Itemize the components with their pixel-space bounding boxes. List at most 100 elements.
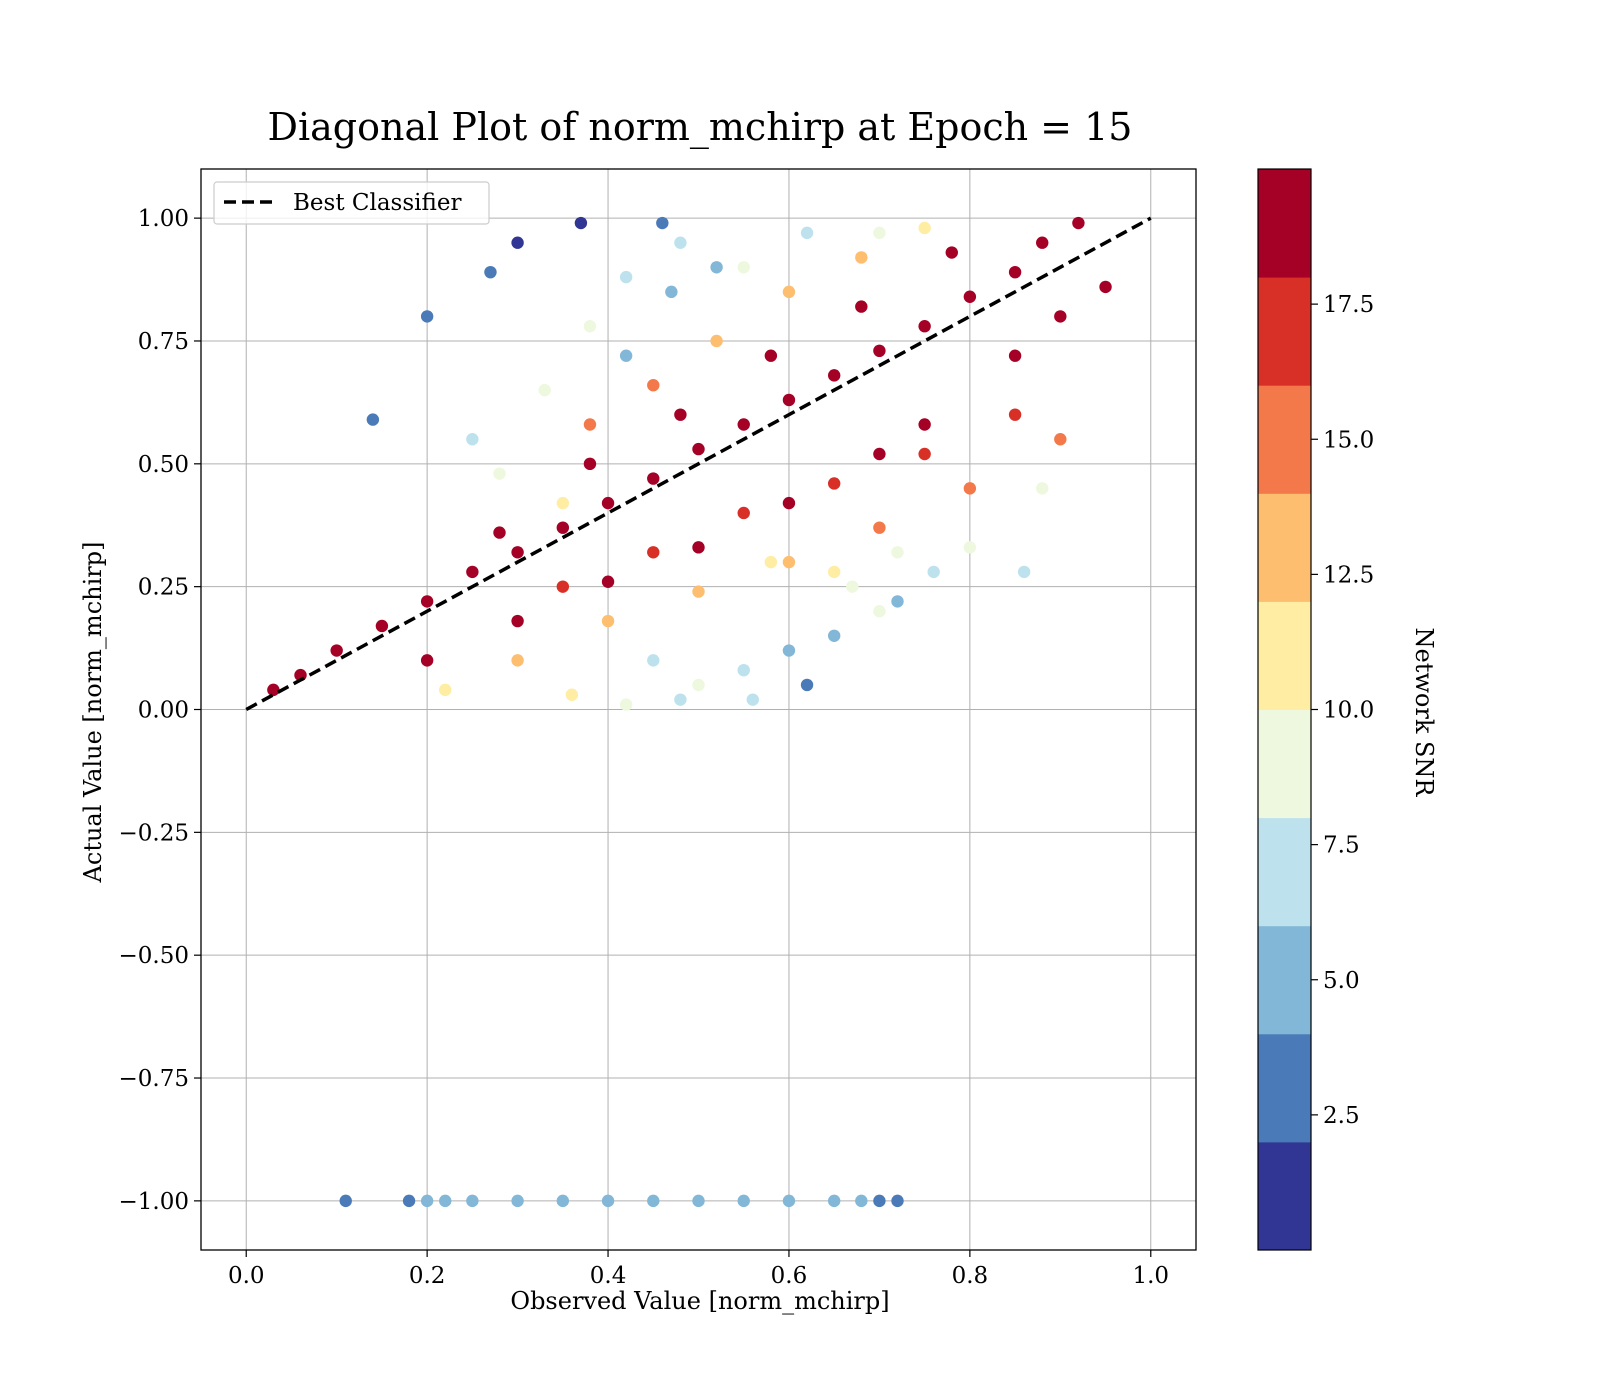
data-point bbox=[493, 526, 506, 539]
chart-title: Diagonal Plot of norm_mchirp at Epoch = … bbox=[268, 105, 1133, 150]
data-point bbox=[1099, 280, 1112, 294]
data-point bbox=[420, 310, 434, 323]
x-axis-label: Observed Value [norm_mchirp] bbox=[510, 1287, 889, 1315]
data-point bbox=[375, 619, 389, 633]
data-point bbox=[420, 654, 434, 667]
data-point bbox=[710, 334, 723, 348]
colorbar-tick-label: 12.5 bbox=[1323, 562, 1374, 588]
colorbar-tick-label: 10.0 bbox=[1323, 698, 1374, 724]
data-point bbox=[511, 236, 524, 249]
colorbar-segment bbox=[1258, 709, 1311, 819]
data-point bbox=[339, 1194, 352, 1208]
data-point bbox=[484, 265, 497, 279]
colorbar-segment bbox=[1258, 493, 1311, 602]
data-point bbox=[873, 447, 886, 461]
data-point bbox=[927, 565, 940, 579]
x-tick-label: 0.4 bbox=[590, 1263, 627, 1289]
colorbar-tick-label: 5.0 bbox=[1323, 968, 1360, 994]
data-point bbox=[963, 541, 977, 554]
data-point bbox=[647, 472, 660, 485]
y-tick-label: −1.00 bbox=[119, 1189, 189, 1215]
data-point bbox=[873, 605, 886, 618]
colorbar-tick-label: 15.0 bbox=[1323, 427, 1374, 453]
data-point bbox=[1054, 433, 1067, 446]
data-point bbox=[439, 683, 452, 697]
data-point bbox=[1017, 565, 1031, 579]
data-point bbox=[891, 1194, 904, 1208]
data-point bbox=[1036, 482, 1049, 495]
data-point bbox=[764, 349, 778, 362]
data-point bbox=[918, 447, 931, 461]
data-point bbox=[1008, 408, 1022, 421]
data-point bbox=[402, 1194, 416, 1208]
data-point bbox=[619, 270, 633, 284]
data-point bbox=[466, 1194, 479, 1208]
data-point bbox=[511, 1194, 524, 1208]
data-point bbox=[674, 693, 687, 706]
data-point bbox=[1008, 349, 1022, 362]
data-point bbox=[855, 1194, 868, 1208]
data-point bbox=[873, 521, 886, 534]
data-point bbox=[556, 1194, 570, 1208]
data-point bbox=[583, 457, 597, 471]
data-point bbox=[737, 261, 750, 274]
data-point bbox=[800, 226, 814, 240]
legend-box bbox=[213, 181, 490, 225]
data-point bbox=[583, 320, 597, 333]
data-point bbox=[583, 418, 597, 431]
data-point bbox=[873, 344, 886, 358]
data-point bbox=[827, 1194, 841, 1208]
data-point bbox=[674, 236, 687, 249]
legend: Best Classifier bbox=[213, 181, 490, 225]
data-point bbox=[782, 555, 796, 569]
data-point bbox=[692, 541, 705, 554]
colorbar-segment bbox=[1258, 817, 1311, 927]
plot-area: 0.0 0.2 0.4 0.6 0.8 1.0 1.00 0.75 0.50 0.25 0.00 −0… bbox=[119, 168, 1197, 1289]
data-point bbox=[466, 433, 479, 446]
data-point bbox=[855, 251, 868, 264]
data-point bbox=[827, 565, 841, 579]
data-point bbox=[782, 285, 796, 299]
data-point bbox=[511, 546, 524, 559]
data-point bbox=[647, 546, 660, 559]
colorbar-segment bbox=[1258, 385, 1311, 494]
data-point bbox=[574, 216, 588, 230]
y-tick-label: 0.25 bbox=[138, 575, 189, 601]
data-point bbox=[647, 1194, 660, 1208]
data-point bbox=[800, 678, 814, 692]
data-point bbox=[918, 320, 931, 333]
data-point bbox=[855, 300, 868, 313]
data-point bbox=[556, 580, 570, 593]
data-point bbox=[330, 644, 343, 657]
data-point bbox=[1072, 216, 1085, 230]
y-tick-label: −0.25 bbox=[119, 820, 189, 846]
data-point bbox=[420, 1194, 434, 1208]
data-point bbox=[601, 1194, 615, 1208]
data-point bbox=[737, 1194, 750, 1208]
colorbar: 2.5 5.0 7.5 10.0 12.5 15.0 17.5 bbox=[1257, 168, 1374, 1251]
data-point bbox=[511, 654, 524, 667]
data-point bbox=[538, 383, 551, 397]
data-point bbox=[619, 698, 633, 711]
data-point bbox=[846, 580, 859, 593]
data-point bbox=[674, 408, 687, 421]
colorbar-tick-label: 2.5 bbox=[1323, 1103, 1360, 1129]
data-point bbox=[692, 678, 705, 692]
x-tick-label: 0.0 bbox=[228, 1263, 265, 1289]
data-point bbox=[782, 496, 796, 510]
y-tick-label: 0.00 bbox=[138, 698, 189, 724]
data-point bbox=[963, 290, 977, 303]
data-point bbox=[511, 614, 524, 628]
x-tick-label: 1.0 bbox=[1132, 1263, 1169, 1289]
data-point bbox=[493, 467, 506, 480]
data-point bbox=[782, 393, 796, 407]
data-point bbox=[710, 261, 723, 274]
data-point bbox=[556, 496, 570, 510]
best-classifier-line bbox=[245, 216, 1152, 712]
data-point bbox=[556, 521, 570, 534]
y-tick-label: −0.50 bbox=[119, 943, 189, 969]
data-point bbox=[692, 442, 705, 456]
data-point bbox=[746, 693, 759, 706]
data-point bbox=[827, 629, 841, 642]
data-point bbox=[267, 683, 280, 697]
